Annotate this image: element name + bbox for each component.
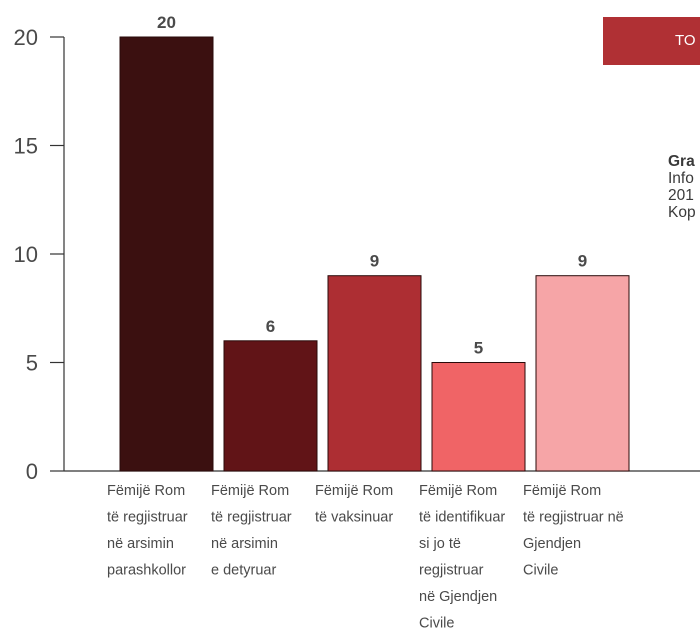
bar xyxy=(327,275,422,472)
category-label-line: të regjistruar në xyxy=(523,510,624,526)
y-tick-label: 15 xyxy=(14,134,38,159)
category-label-line: Fëmijë Rom xyxy=(107,483,185,499)
bar xyxy=(535,275,630,472)
category-label-line: të identifikuar xyxy=(419,510,505,526)
bars xyxy=(119,36,630,472)
category-label-line: Civile xyxy=(523,563,558,579)
side-caption-line: Kop xyxy=(668,204,696,221)
category-label-line: të regjistruar xyxy=(211,510,292,526)
bar xyxy=(119,36,214,472)
y-tick-label: 0 xyxy=(26,459,38,484)
category-label-line: Fëmijë Rom xyxy=(315,483,393,499)
category-label: Fëmijë Rom të identifikuar si jo të regjist… xyxy=(419,483,505,632)
category-label-line: në arsimin xyxy=(211,536,278,552)
category-label-line: të vaksinuar xyxy=(315,510,393,526)
category-label-line: parashkollor xyxy=(107,563,186,579)
category-label-line: Fëmijë Rom xyxy=(211,483,289,499)
data-label: 5 xyxy=(474,339,483,358)
category-label-line: regjistruar xyxy=(419,563,484,579)
category-label: Fëmijë Rom të regjistruar në arsimin parash… xyxy=(107,483,188,579)
data-label: 9 xyxy=(578,252,587,271)
category-label-line: Fëmijë Rom xyxy=(523,483,601,499)
category-label: Fëmijë Rom të vaksinuar xyxy=(315,483,393,526)
category-label-line: në Gjendjen xyxy=(419,589,497,605)
category-label-line: Gjendjen xyxy=(523,536,581,552)
bar xyxy=(431,362,526,472)
y-tick-label: 5 xyxy=(26,351,38,376)
category-label-line: Fëmijë Rom xyxy=(419,483,497,499)
data-label: 20 xyxy=(157,13,176,32)
category-label: Fëmijë Rom të regjistruar në arsimin e dety… xyxy=(211,483,292,579)
bar xyxy=(223,340,318,472)
side-caption: Gra Info 201 Kop xyxy=(668,153,700,221)
data-label: 6 xyxy=(266,317,275,336)
data-label: 9 xyxy=(370,252,379,271)
category-label-line: të regjistruar xyxy=(107,510,188,526)
category-label: Fëmijë Rom të regjistruar në Gjendjen Civil… xyxy=(523,483,624,579)
y-tick-label: 20 xyxy=(14,25,38,50)
section-tag: TO xyxy=(603,17,700,65)
category-label-line: si jo të xyxy=(419,536,461,552)
y-tick-label: 10 xyxy=(14,242,38,267)
section-tag-text: TO xyxy=(675,32,696,49)
side-caption-line: 201 xyxy=(668,187,694,204)
category-label-line: Civile xyxy=(419,616,454,632)
side-caption-line: Info xyxy=(668,170,694,187)
category-label-line: e detyruar xyxy=(211,563,276,579)
labels: 20 Fëmijë Rom të regjistruar në arsimin para… xyxy=(107,13,624,632)
category-label-line: në arsimin xyxy=(107,536,174,552)
side-caption-title: Gra xyxy=(668,153,695,170)
